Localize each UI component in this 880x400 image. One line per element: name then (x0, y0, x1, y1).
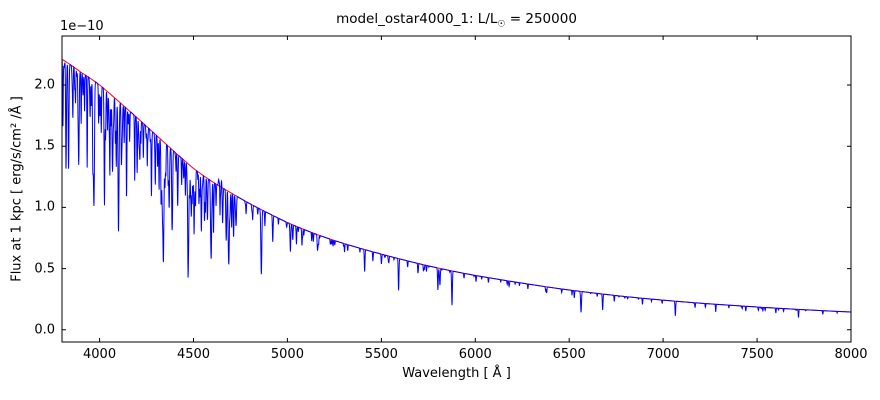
y-tick-label: 1.5 (34, 138, 55, 154)
title-suffix: = 250000 (505, 11, 577, 27)
sun-symbol: ☉ (497, 19, 506, 30)
axis-tick-marks (62, 36, 852, 342)
continuum-fit-line (62, 58, 851, 313)
y-tick-label: 1.0 (34, 199, 55, 215)
y-tick-label: 0.0 (34, 322, 55, 338)
x-axis-label: Wavelength [ Å ] (402, 366, 511, 381)
y-tick-label: 0.5 (34, 261, 55, 277)
x-tick-label: 6500 (552, 347, 586, 362)
x-tick-label: 4500 (176, 347, 211, 362)
title-prefix: model_ostar4000_1: L/L (336, 11, 498, 27)
x-tick-label: 8000 (834, 347, 868, 362)
x-tick-label: 7000 (646, 347, 680, 362)
y-axis-offset-text: 1e−10 (60, 19, 104, 34)
x-tick-label: 6000 (458, 347, 492, 362)
x-tick-label: 5000 (270, 347, 304, 362)
y-tick-label: 2.0 (34, 77, 55, 93)
x-tick-label: 5500 (364, 347, 398, 362)
y-axis-label: Flux at 1 kpc [ erg/s/cm² /Å ] (9, 96, 25, 282)
axes-frame (61, 35, 852, 343)
x-tick-label: 7500 (740, 347, 774, 362)
x-tick-label: 4000 (83, 347, 117, 362)
spectrum-line (62, 59, 851, 318)
figure-title: model_ostar4000_1: L/L☉ = 250000 (62, 11, 851, 30)
